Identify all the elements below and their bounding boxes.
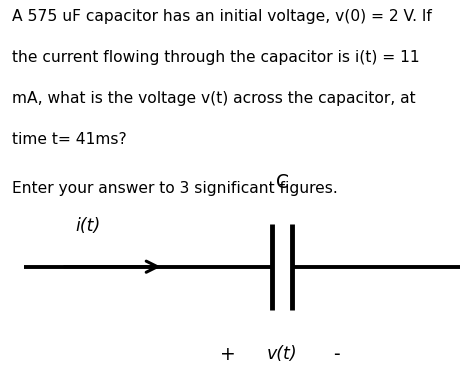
Text: Enter your answer to 3 significant figures.: Enter your answer to 3 significant figur… <box>12 181 337 196</box>
Text: +: + <box>219 345 236 364</box>
Text: i(t): i(t) <box>76 217 101 235</box>
Text: time t= 41ms?: time t= 41ms? <box>12 132 127 147</box>
Text: A 575 uF capacitor has an initial voltage, v(0) = 2 V. If: A 575 uF capacitor has an initial voltag… <box>12 9 432 24</box>
Text: v(t): v(t) <box>267 345 297 363</box>
Text: mA, what is the voltage v(t) across the capacitor, at: mA, what is the voltage v(t) across the … <box>12 91 416 106</box>
Text: C: C <box>275 173 289 192</box>
Text: -: - <box>333 345 340 364</box>
Text: the current flowing through the capacitor is i(t) = 11: the current flowing through the capacito… <box>12 50 419 65</box>
